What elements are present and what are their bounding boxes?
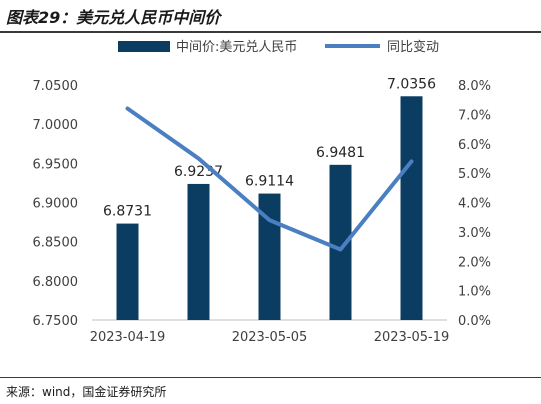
legend-bar-swatch [118,41,170,52]
y-right-tick-label: 1.0% [458,285,491,300]
figure-title: 图表29：美元兑人民币中间价 [6,8,221,27]
legend: 中间价:美元兑人民币 同比变动 [118,39,439,55]
footer-rule [0,377,541,378]
bar [187,183,210,320]
y-left-tick-label: 6.7500 [33,314,79,329]
y-left-tick-label: 7.0500 [33,79,79,94]
x-tick-label: 2023-05-05 [232,330,308,345]
plot-area: 6.7500 6.8000 6.8500 6.9000 6.9500 7.0000 7.05… [33,76,492,345]
bar [258,193,281,320]
y-left-tick-label: 6.8500 [33,236,79,251]
bar-data-label: 6.9114 [245,174,294,190]
y-right-tick-label: 4.0% [458,197,491,212]
y-left-tick-label: 6.9500 [33,157,79,172]
bar [400,96,423,320]
y-right-tick-label: 5.0% [458,167,491,182]
source-note: 来源：wind，国金证券研究所 [6,385,167,399]
yoy-change-line [125,106,414,252]
y-left-tick-label: 6.8000 [33,275,79,290]
y-right-tick-label: 2.0% [458,255,491,270]
y-right-tick-label: 7.0% [458,108,491,123]
y-right-tick-label: 6.0% [458,138,491,153]
x-tick-label: 2023-05-19 [374,330,450,345]
title-rule [0,31,541,33]
y-right-tick-label: 0.0% [458,314,491,329]
bar [329,164,352,320]
bar-data-label: 7.0356 [387,76,436,92]
x-tick-label: 2023-04-19 [90,330,166,345]
bar-data-label: 6.9481 [316,145,365,161]
bar-data-label: 6.8731 [103,204,152,220]
legend-line-label: 同比变动 [387,39,439,55]
y-left-tick-label: 6.9000 [33,197,79,212]
y-left-tick-label: 7.0000 [33,118,79,133]
legend-bar-label: 中间价:美元兑人民币 [176,40,297,55]
y-right-tick-label: 8.0% [458,79,491,94]
bar [116,223,139,320]
y-right-tick-label: 3.0% [458,226,491,241]
